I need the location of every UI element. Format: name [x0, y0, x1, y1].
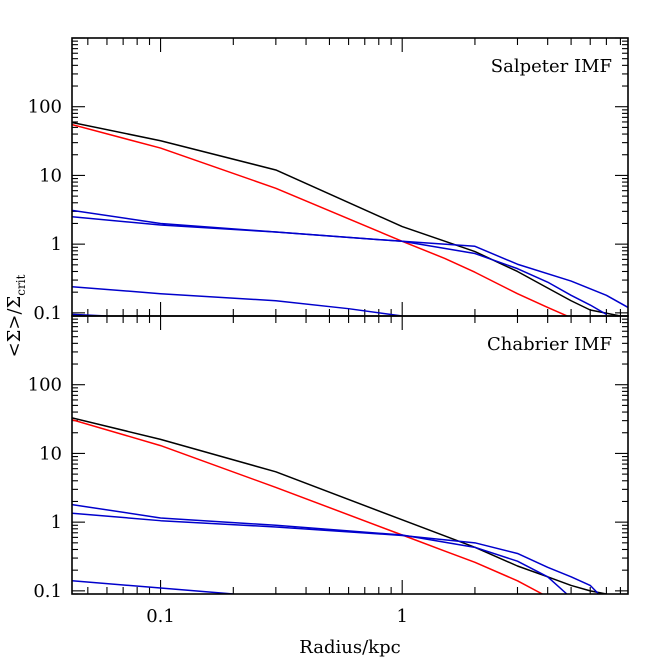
x-axis-title: Radius/kpc — [299, 637, 400, 658]
panel-chabrier: Chabrier IMF 0.1 1 10 100 0.1 1 — [28, 315, 629, 627]
series-line — [72, 503, 568, 594]
svg-text:<Σ>/Σcrit: <Σ>/Σcrit — [4, 274, 28, 357]
y-axis-title: <Σ>/Σcrit — [4, 274, 28, 357]
series-line — [72, 121, 621, 316]
series-line — [72, 512, 600, 594]
y-tick-label: 100 — [28, 375, 62, 396]
series-line — [72, 216, 628, 309]
x-tick-label: 0.1 — [146, 606, 175, 627]
panel-salpeter: Salpeter IMF 0.1 1 10 100 — [28, 37, 629, 324]
panel-label: Salpeter IMF — [491, 56, 612, 77]
plot-frame — [71, 315, 629, 595]
series-line — [72, 580, 234, 594]
y-tick-label: 1 — [51, 234, 62, 255]
panel-label: Chabrier IMF — [487, 334, 612, 355]
y-tick-label: 0.1 — [33, 581, 62, 602]
y-tick-label: 100 — [28, 97, 62, 118]
y-axis-title-main: <Σ>/Σ — [4, 296, 25, 358]
y-tick-label: 1 — [51, 512, 62, 533]
curves — [72, 417, 607, 594]
plot-frame — [71, 37, 629, 317]
y-tick-label: 0.1 — [33, 303, 62, 324]
curves — [72, 121, 628, 316]
y-axis-title-sub: crit — [14, 274, 28, 295]
series-line — [72, 418, 543, 594]
series-line — [72, 417, 607, 594]
series-line — [72, 209, 607, 316]
series-line — [72, 285, 403, 316]
y-tick-label: 10 — [39, 165, 62, 186]
series-line — [72, 123, 570, 316]
x-tick-label: 1 — [396, 606, 407, 627]
y-tick-label: 10 — [39, 443, 62, 464]
